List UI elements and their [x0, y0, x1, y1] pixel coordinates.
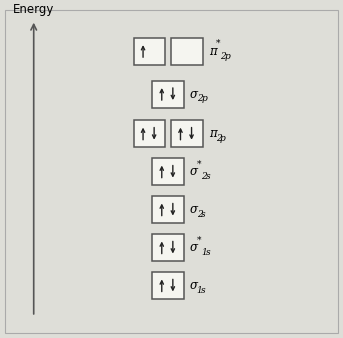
Text: 2: 2: [220, 51, 226, 61]
Text: 2: 2: [197, 94, 203, 103]
Text: s: s: [206, 248, 210, 257]
Text: 2: 2: [197, 210, 203, 219]
Text: π: π: [209, 45, 216, 58]
Text: *: *: [197, 236, 201, 244]
Bar: [152, 234, 184, 261]
Text: p: p: [201, 94, 207, 103]
Text: Energy: Energy: [13, 3, 55, 17]
Bar: [171, 120, 203, 147]
Bar: [152, 196, 184, 223]
Text: *: *: [215, 39, 220, 48]
Text: p: p: [224, 51, 230, 61]
Text: *: *: [197, 160, 201, 169]
Bar: [152, 158, 184, 185]
Bar: [152, 272, 184, 299]
Text: π: π: [209, 127, 216, 140]
Text: σ: σ: [190, 241, 198, 254]
Bar: [133, 120, 165, 147]
Bar: [171, 38, 203, 65]
Text: s: s: [206, 172, 210, 181]
Text: s: s: [201, 210, 206, 219]
Bar: [133, 38, 165, 65]
Text: 2: 2: [201, 172, 207, 181]
Text: 1: 1: [197, 286, 203, 295]
Text: p: p: [220, 134, 226, 143]
Text: σ: σ: [190, 203, 198, 216]
Text: σ: σ: [190, 165, 198, 178]
Text: 1: 1: [201, 248, 207, 257]
Text: s: s: [201, 286, 206, 295]
Text: 2: 2: [215, 134, 221, 143]
Bar: [152, 80, 184, 107]
Text: σ: σ: [190, 88, 198, 100]
Text: σ: σ: [190, 279, 198, 292]
